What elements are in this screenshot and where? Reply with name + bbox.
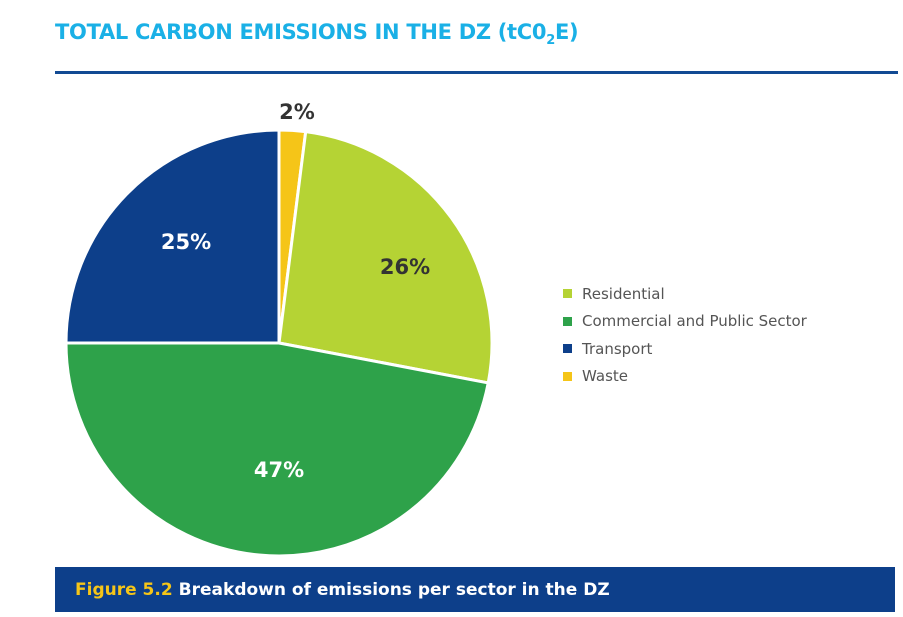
legend-swatch [563, 371, 572, 381]
data-label-commercial-and-public-sector: 47% [254, 458, 304, 482]
pie-slice-residential [277, 130, 494, 385]
data-label-waste: 2% [279, 100, 315, 124]
chart-title: TOTAL CARBON EMISSIONS IN THE DZ (tC02E) [55, 20, 579, 49]
title-divider [55, 71, 898, 74]
legend-label: Transport [582, 339, 653, 358]
figure-caption: Figure 5.2 Breakdown of emissions per se… [55, 567, 895, 612]
figure-number: Figure 5.2 [75, 579, 173, 600]
data-label-transport: 25% [161, 230, 211, 254]
pie-slice-commercial-and-public-sector [64, 341, 490, 558]
caption-text: Breakdown of emissions per sector in the… [178, 579, 610, 600]
legend-item: Waste [563, 363, 807, 391]
legend: Residential Commercial and Public Sector T… [563, 280, 807, 390]
legend-swatch [563, 316, 572, 326]
legend-swatch [563, 289, 572, 299]
legend-label: Waste [582, 367, 628, 386]
pie-slice-transport [64, 128, 281, 345]
legend-item: Commercial and Public Sector [563, 308, 807, 336]
legend-item: Residential [563, 280, 807, 308]
data-label-residential: 26% [380, 255, 430, 279]
legend-label: Commercial and Public Sector [582, 312, 807, 331]
legend-swatch [563, 344, 572, 354]
legend-label: Residential [582, 284, 665, 303]
legend-item: Transport [563, 335, 807, 363]
